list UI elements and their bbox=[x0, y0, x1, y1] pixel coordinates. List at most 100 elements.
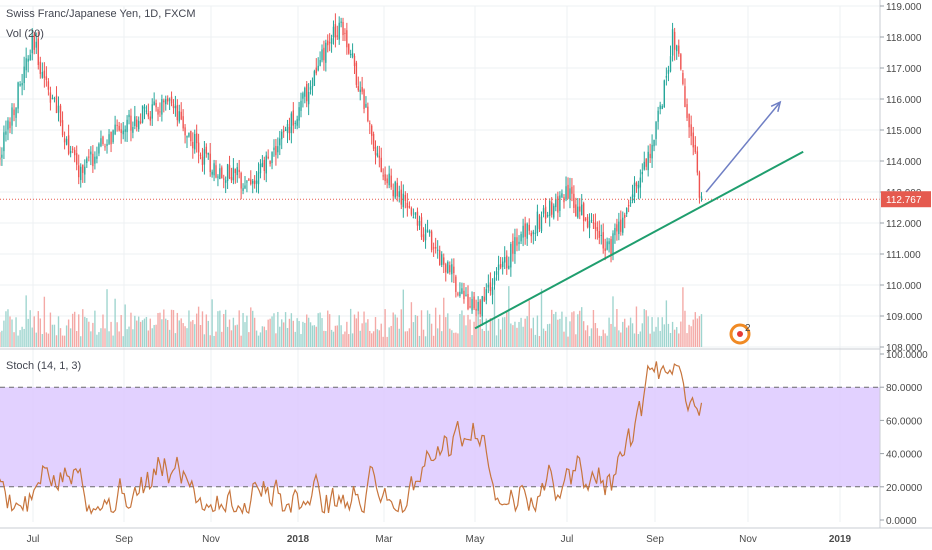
price-tick-label: 111.000 bbox=[886, 250, 921, 261]
event-badge[interactable]: 2 bbox=[727, 321, 753, 347]
volume-bar bbox=[473, 321, 475, 347]
volume-bar bbox=[682, 287, 684, 347]
projection-arrow-head bbox=[770, 100, 782, 112]
candle-body bbox=[217, 176, 219, 178]
candle-body bbox=[145, 110, 148, 112]
volume-bar bbox=[55, 335, 58, 347]
candle-body bbox=[267, 156, 269, 159]
volume-bar bbox=[182, 323, 184, 347]
volume-bar bbox=[428, 313, 431, 347]
volume-bar bbox=[199, 325, 202, 347]
price-tick-label: 112.000 bbox=[886, 219, 922, 230]
candle-body bbox=[120, 129, 122, 133]
volume-bar bbox=[201, 311, 204, 347]
candle-body bbox=[378, 155, 381, 158]
volume-bar bbox=[451, 330, 453, 347]
candle-body bbox=[487, 284, 490, 288]
candle-body bbox=[370, 125, 373, 136]
volume-bar bbox=[96, 334, 98, 347]
stoch-line bbox=[0, 361, 703, 515]
volume-bar bbox=[528, 300, 530, 347]
volume-bar bbox=[489, 318, 492, 347]
candle-body bbox=[143, 106, 146, 109]
volume-bar bbox=[676, 327, 678, 347]
candle-body bbox=[137, 120, 140, 130]
candle-body bbox=[340, 21, 342, 23]
candle-body bbox=[518, 241, 520, 245]
candle-body bbox=[449, 265, 451, 273]
candle-body bbox=[209, 153, 211, 173]
volume-bar bbox=[273, 313, 275, 347]
candle-body bbox=[582, 203, 585, 222]
volume-bar bbox=[504, 317, 506, 347]
candle-body bbox=[653, 139, 655, 147]
price-badge bbox=[881, 191, 931, 208]
candle-body bbox=[136, 119, 138, 128]
volume-bar bbox=[184, 326, 186, 347]
candle-body bbox=[240, 172, 242, 189]
candle-body bbox=[92, 153, 94, 167]
volume-bar bbox=[625, 327, 628, 347]
volume-bar bbox=[29, 310, 31, 347]
volume-bar bbox=[163, 309, 165, 347]
candle-body bbox=[223, 178, 225, 180]
stoch-tick-label: 80.0000 bbox=[886, 383, 923, 394]
volume-bar bbox=[661, 317, 663, 347]
volume-bar bbox=[205, 314, 208, 347]
candle-body bbox=[532, 231, 535, 235]
volume-bar bbox=[120, 315, 122, 347]
volume-bar bbox=[252, 310, 254, 347]
candle-body bbox=[242, 188, 244, 191]
candle-body bbox=[388, 173, 390, 186]
volume-bar bbox=[300, 334, 302, 347]
volume-bar bbox=[180, 318, 182, 347]
volume-bar bbox=[659, 330, 661, 347]
candle-body bbox=[688, 114, 690, 128]
price-tick-label: 116.000 bbox=[886, 95, 922, 106]
volume-bar bbox=[57, 316, 60, 347]
volume-bar bbox=[209, 335, 211, 347]
volume-bar bbox=[248, 332, 250, 347]
volume-bar bbox=[71, 313, 74, 347]
volume-bar bbox=[332, 331, 335, 347]
volume-bar bbox=[540, 288, 543, 347]
volume-bar bbox=[33, 316, 35, 347]
volume-bar bbox=[67, 319, 70, 347]
candle-body bbox=[45, 76, 48, 80]
volume-bar bbox=[255, 330, 258, 347]
candle-body bbox=[692, 132, 694, 148]
volume-bar bbox=[390, 325, 392, 347]
volume-bar bbox=[49, 312, 52, 347]
volume-bar bbox=[582, 321, 585, 347]
candle-body bbox=[610, 238, 612, 257]
candle-body bbox=[344, 32, 346, 34]
candle-body bbox=[126, 119, 128, 133]
candle-body bbox=[357, 86, 360, 91]
volume-bar bbox=[518, 321, 520, 347]
candle-body bbox=[253, 180, 256, 185]
volume-bar bbox=[76, 331, 78, 347]
candle-body bbox=[141, 105, 144, 123]
volume-bar bbox=[520, 317, 522, 347]
volume-bar bbox=[353, 314, 356, 347]
candle-body bbox=[96, 156, 98, 159]
volume-bar bbox=[290, 313, 293, 347]
volume-bar bbox=[3, 320, 5, 347]
candle-body bbox=[284, 129, 287, 131]
candle-body bbox=[620, 219, 622, 232]
time-tick-label: Nov bbox=[739, 534, 757, 545]
candle-body bbox=[592, 221, 595, 224]
volume-bar bbox=[277, 311, 279, 347]
volume-bar bbox=[584, 330, 587, 347]
volume-bar bbox=[90, 331, 92, 347]
volume-bar bbox=[506, 310, 508, 347]
candle-body bbox=[359, 89, 361, 93]
candle-body bbox=[124, 129, 126, 132]
candle-body bbox=[384, 174, 386, 181]
volume-bar bbox=[396, 317, 398, 347]
volume-bar bbox=[485, 318, 488, 347]
candle-body bbox=[588, 221, 591, 229]
candle-body bbox=[296, 119, 298, 126]
